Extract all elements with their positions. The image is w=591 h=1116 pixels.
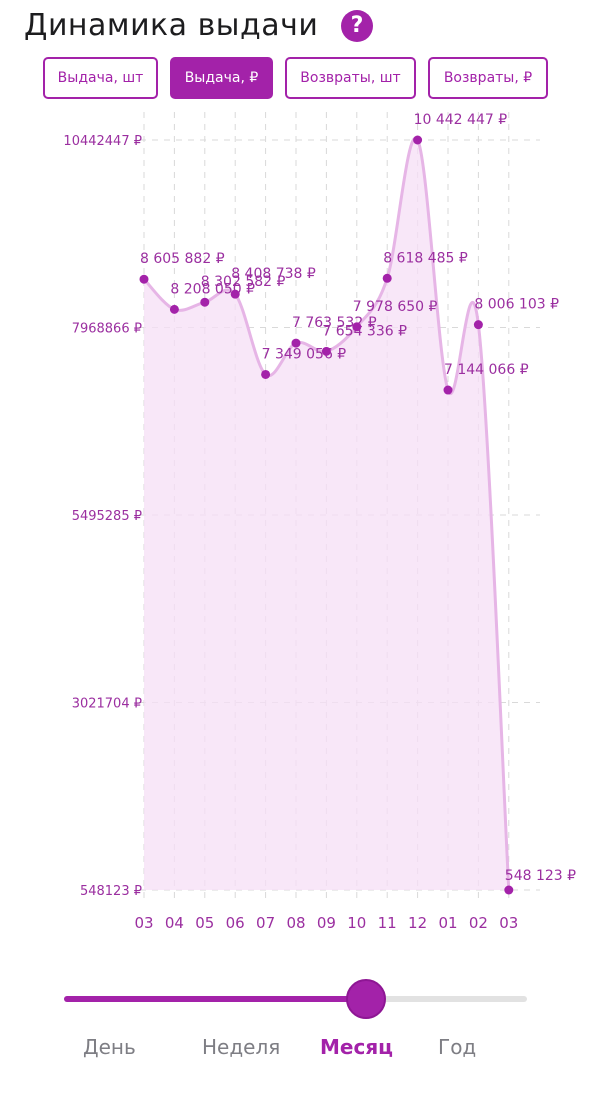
data-label: 7 349 056 ₽ [262,346,347,362]
period-slider-fill [64,996,366,1002]
issuance-chart: 10442447 ₽ 7968866 ₽ 5495285 ₽ 3021704 ₽ 548… [63,112,576,932]
data-point [230,289,240,299]
data-label: 548 123 ₽ [505,868,576,884]
y-tick-label: 7968866 ₽ [72,322,142,337]
x-tick-label: 09 [317,914,336,932]
data-point [261,369,271,379]
data-label: 8 605 882 ₽ [140,251,225,267]
page-title: Динамика выдачи [24,8,319,43]
x-tick-label: 03 [499,914,518,932]
y-tick-label: 548123 ₽ [80,884,142,899]
x-tick-label: 10 [347,914,366,932]
x-tick-label: 07 [256,914,275,932]
tab-issued-count[interactable]: Выдача, шт [43,57,158,99]
data-point [291,338,301,348]
period-slider-thumb[interactable] [346,979,386,1019]
data-point [352,322,362,332]
data-point [139,274,149,284]
data-label: 7 144 066 ₽ [444,362,529,378]
data-point [169,304,179,314]
data-label: 8 618 485 ₽ [383,250,468,266]
x-tick-label: 11 [378,914,397,932]
data-point [382,273,392,283]
y-tick-label: 5495285 ₽ [72,509,142,524]
question-icon[interactable]: ? [341,10,373,42]
x-tick-label: 04 [165,914,184,932]
area-fill [144,138,509,891]
tab-issued-rub[interactable]: Выдача, ₽ [170,57,273,99]
period-day[interactable]: День [83,1035,136,1059]
x-tick-label: 02 [469,914,488,932]
data-label: 7 978 650 ₽ [353,299,438,315]
data-point [473,320,483,330]
y-tick-label: 10442447 ₽ [63,134,142,149]
data-label: 8 302 582 ₽ [201,274,286,290]
tab-returns-count[interactable]: Возвраты, шт [285,57,416,99]
period-week[interactable]: Неделя [202,1035,281,1059]
period-year[interactable]: Год [438,1035,477,1059]
x-tick-label: 12 [408,914,427,932]
x-tick-label: 05 [195,914,214,932]
data-label: 8 006 103 ₽ [474,297,559,313]
x-tick-label: 06 [226,914,245,932]
y-tick-label: 3021704 ₽ [72,697,142,712]
data-point [413,135,423,145]
data-point [443,385,453,395]
data-point [200,297,210,307]
period-month[interactable]: Месяц [320,1035,393,1059]
data-label: 8 408 738 ₽ [231,266,316,282]
data-label: 7 654 336 ₽ [322,323,407,339]
x-tick-label: 03 [134,914,153,932]
x-tick-label: 01 [438,914,457,932]
data-point [504,885,514,895]
data-label: 10 442 447 ₽ [414,112,508,128]
x-tick-label: 08 [286,914,305,932]
tab-returns-rub[interactable]: Возвраты, ₽ [428,57,548,99]
data-point [321,346,331,356]
